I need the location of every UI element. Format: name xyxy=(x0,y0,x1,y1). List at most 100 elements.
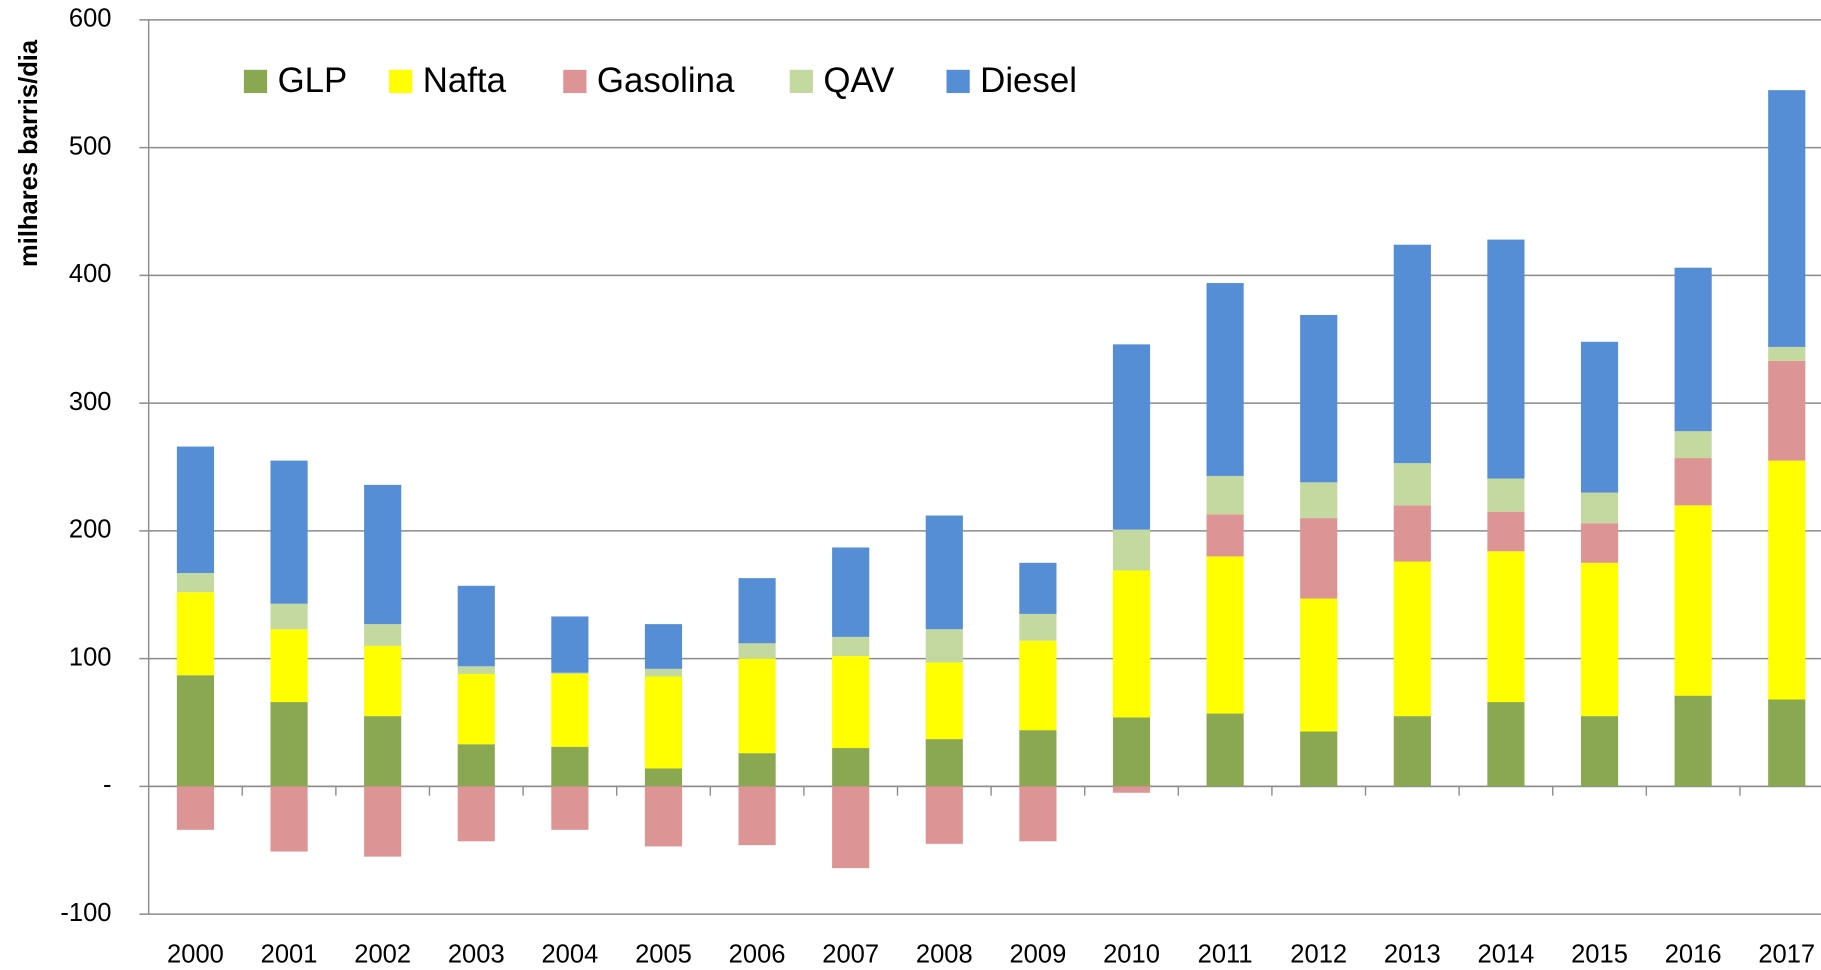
bar-segment xyxy=(1487,478,1525,512)
x-tick-label: 2002 xyxy=(354,941,411,969)
bar-segment xyxy=(1768,90,1806,347)
x-tick-label: 2003 xyxy=(448,941,505,969)
legend-label: GLP xyxy=(278,61,348,100)
bar-segment xyxy=(270,460,308,604)
bar-segment xyxy=(1393,463,1431,506)
x-tick-label: 2015 xyxy=(1571,941,1628,969)
x-tick-label: 2000 xyxy=(167,941,224,969)
bar-segment xyxy=(1580,492,1619,524)
legend-label: QAV xyxy=(823,61,895,100)
x-tick-label: 2010 xyxy=(1103,941,1160,969)
bar-segment xyxy=(1300,731,1338,787)
bar-segment xyxy=(1300,518,1338,599)
bar-segment xyxy=(270,603,308,630)
x-tick-label: 2004 xyxy=(541,941,598,969)
bar-segment xyxy=(1019,640,1057,731)
bar-segment xyxy=(1393,244,1431,464)
bar-segment xyxy=(1674,458,1712,506)
bar-segment xyxy=(644,768,683,787)
bar-segment xyxy=(176,573,215,593)
bar-segment xyxy=(364,786,402,857)
bar-segment xyxy=(1768,346,1806,361)
bar-segment xyxy=(738,658,776,754)
x-tick-label: 2017 xyxy=(1758,941,1815,969)
bar-segment xyxy=(644,786,683,847)
bar-segment xyxy=(270,786,308,852)
bar-segment xyxy=(1393,561,1431,717)
bar-segment xyxy=(270,629,308,703)
x-tick-label: 2007 xyxy=(822,941,879,969)
bar-segment xyxy=(457,666,495,674)
bar-segment xyxy=(364,716,402,787)
y-tick-label: - xyxy=(103,771,112,799)
bar-segment xyxy=(551,786,589,830)
bar-segment xyxy=(644,668,683,677)
bar-segment xyxy=(1206,514,1244,557)
y-axis-label: milhares barris/dia xyxy=(15,39,43,267)
bar-segment xyxy=(364,645,402,717)
legend-swatch xyxy=(946,69,970,94)
bar-segment xyxy=(457,786,495,842)
bar-segment xyxy=(832,547,870,637)
bar-segment xyxy=(1019,613,1057,641)
x-tick-label: 2013 xyxy=(1384,941,1441,969)
y-tick-label: 600 xyxy=(69,5,112,33)
bar-segment xyxy=(551,746,589,787)
bar-segment xyxy=(925,629,963,663)
legend-label: Nafta xyxy=(423,61,507,100)
bar-segment xyxy=(176,446,215,574)
bar-segment xyxy=(1580,716,1619,787)
x-tick-label: 2009 xyxy=(1009,941,1066,969)
bar-segment xyxy=(1768,460,1806,700)
bar-segment xyxy=(551,672,589,674)
bar-segment xyxy=(457,673,495,745)
bar-segment xyxy=(176,592,215,676)
x-tick-label: 2016 xyxy=(1665,941,1722,969)
bar-segment xyxy=(1300,598,1338,732)
bar-segment xyxy=(1300,482,1338,519)
bar-segment xyxy=(1112,344,1151,530)
bar-segment xyxy=(832,656,870,749)
bar-segment xyxy=(1487,702,1525,787)
bar-segment xyxy=(1580,523,1619,563)
bar-segment xyxy=(738,786,776,846)
x-tick-label: 2008 xyxy=(916,941,973,969)
legend-swatch xyxy=(243,69,268,94)
bar-segment xyxy=(925,739,963,787)
x-tick-label: 2014 xyxy=(1478,941,1535,969)
bar-segment xyxy=(270,702,308,787)
bar-segment xyxy=(176,675,215,787)
y-tick-label: 200 xyxy=(69,516,112,544)
bar-segment xyxy=(1019,562,1057,614)
bar-segment xyxy=(832,636,870,657)
bar-segment xyxy=(1487,551,1525,703)
legend-label: Diesel xyxy=(980,61,1077,100)
bar-segment xyxy=(1393,716,1431,787)
x-tick-label: 2005 xyxy=(635,941,692,969)
y-tick-label: -100 xyxy=(60,899,111,927)
bar-segment xyxy=(925,786,963,844)
bar-segment xyxy=(832,786,870,869)
bar-segment xyxy=(1674,431,1712,459)
bar-segment xyxy=(925,662,963,740)
bar-segment xyxy=(1300,314,1338,483)
bar-segment xyxy=(1580,341,1619,493)
bar-segment xyxy=(1112,570,1151,718)
bar-segment xyxy=(1487,511,1525,552)
bar-segment xyxy=(1393,505,1431,562)
bar-segment xyxy=(832,748,870,787)
bar-segment xyxy=(1019,730,1057,787)
bar-segment xyxy=(457,585,495,667)
bar-segment xyxy=(1206,283,1244,476)
bar-segment xyxy=(551,616,589,673)
bar-segment xyxy=(1580,562,1619,717)
bar-segment xyxy=(644,676,683,769)
bar-segment xyxy=(738,643,776,659)
bar-segment xyxy=(1674,505,1712,696)
x-tick-label: 2012 xyxy=(1290,941,1347,969)
bar-segment xyxy=(1674,267,1712,432)
x-tick-label: 2006 xyxy=(729,941,786,969)
y-tick-label: 500 xyxy=(69,132,112,160)
bar-segment xyxy=(644,624,683,669)
